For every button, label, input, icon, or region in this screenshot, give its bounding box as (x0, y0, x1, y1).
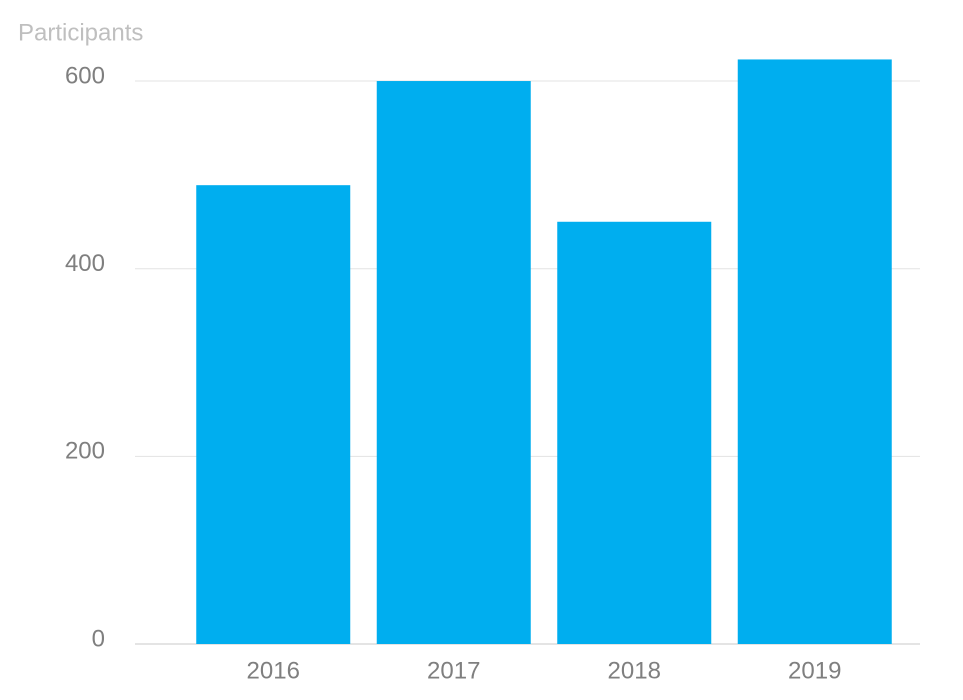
x-tick-label: 2016 (247, 657, 300, 684)
y-axis-title: Participants (18, 19, 143, 46)
y-tick-label: 200 (65, 438, 105, 465)
bar (196, 185, 351, 644)
x-tick-label: 2019 (788, 657, 841, 684)
bar (557, 221, 712, 644)
bar (737, 59, 892, 644)
x-tick-label: 2018 (608, 657, 661, 684)
x-tick-label: 2017 (427, 657, 480, 684)
y-tick-label: 0 (92, 625, 105, 652)
y-tick-label: 400 (65, 250, 105, 277)
bar (376, 81, 531, 644)
y-tick-label: 600 (65, 62, 105, 89)
